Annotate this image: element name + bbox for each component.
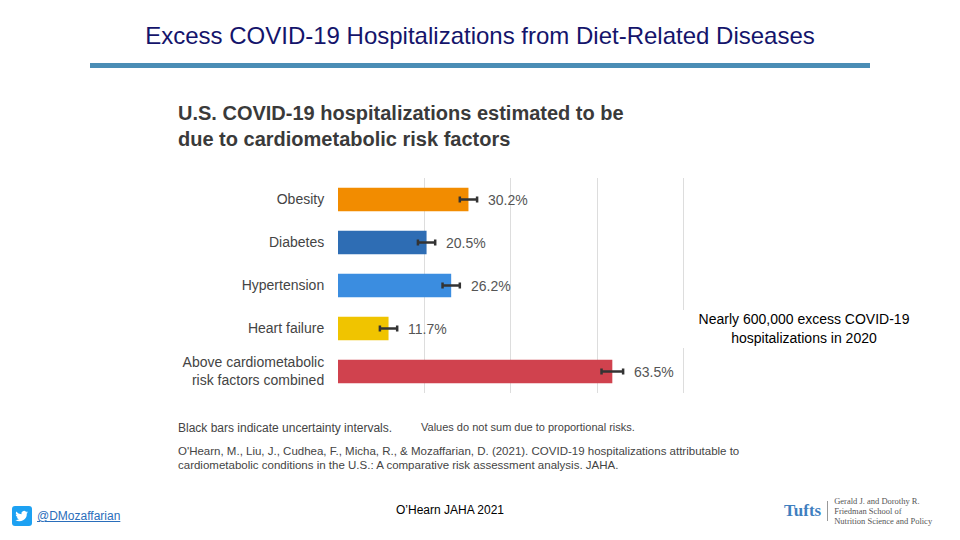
svg-text:Hypertension: Hypertension [242, 277, 325, 293]
svg-text:26.2%: 26.2% [471, 278, 511, 294]
svg-text:Obesity: Obesity [277, 191, 324, 207]
svg-text:Diabetes: Diabetes [269, 234, 324, 250]
html-text:O’Hearn JAHA 2021: O’Hearn JAHA 2021 [396, 503, 504, 517]
html-text:Black bars indicate uncertaint: Black bars indicate uncertainty interval… [178, 421, 393, 435]
html-text:O'Hearn, M., Liu, J., Cudhea,: O'Hearn, M., Liu, J., Cudhea, F., Micha,… [178, 445, 740, 471]
html-text:Gerald J. and Dorothy R.: Gerald J. and Dorothy R. [834, 496, 920, 506]
svg-text:30.2%: 30.2% [488, 192, 528, 208]
html-text:Nearly 600,000 excess COVID-19: Nearly 600,000 excess COVID-19 hospitali… [698, 311, 910, 346]
svg-text:Heart failure: Heart failure [248, 320, 324, 336]
svg-text:U.S. COVID-19 hospitalizations: U.S. COVID-19 hospitalizations estimated… [178, 102, 624, 150]
html-text:Nutrition Science and Policy: Nutrition Science and Policy [834, 516, 933, 526]
html-text:@DMozaffarian: @DMozaffarian [37, 509, 121, 523]
html-text:Tufts: Tufts [784, 501, 822, 520]
svg-text:11.7%: 11.7% [408, 321, 447, 337]
svg-text:20.5%: 20.5% [446, 235, 486, 251]
svg-text:63.5%: 63.5% [634, 364, 674, 380]
html-text:Excess COVID-19 Hospitalizatio: Excess COVID-19 Hospitalizations from Di… [145, 22, 815, 49]
svg-text:Above cardiometabolicrisk fact: Above cardiometabolicrisk factors combin… [183, 354, 325, 388]
html-text:Values do not sum due to propo: Values do not sum due to proportional ri… [421, 421, 635, 433]
html-text:Friedman School of: Friedman School of [834, 506, 902, 516]
